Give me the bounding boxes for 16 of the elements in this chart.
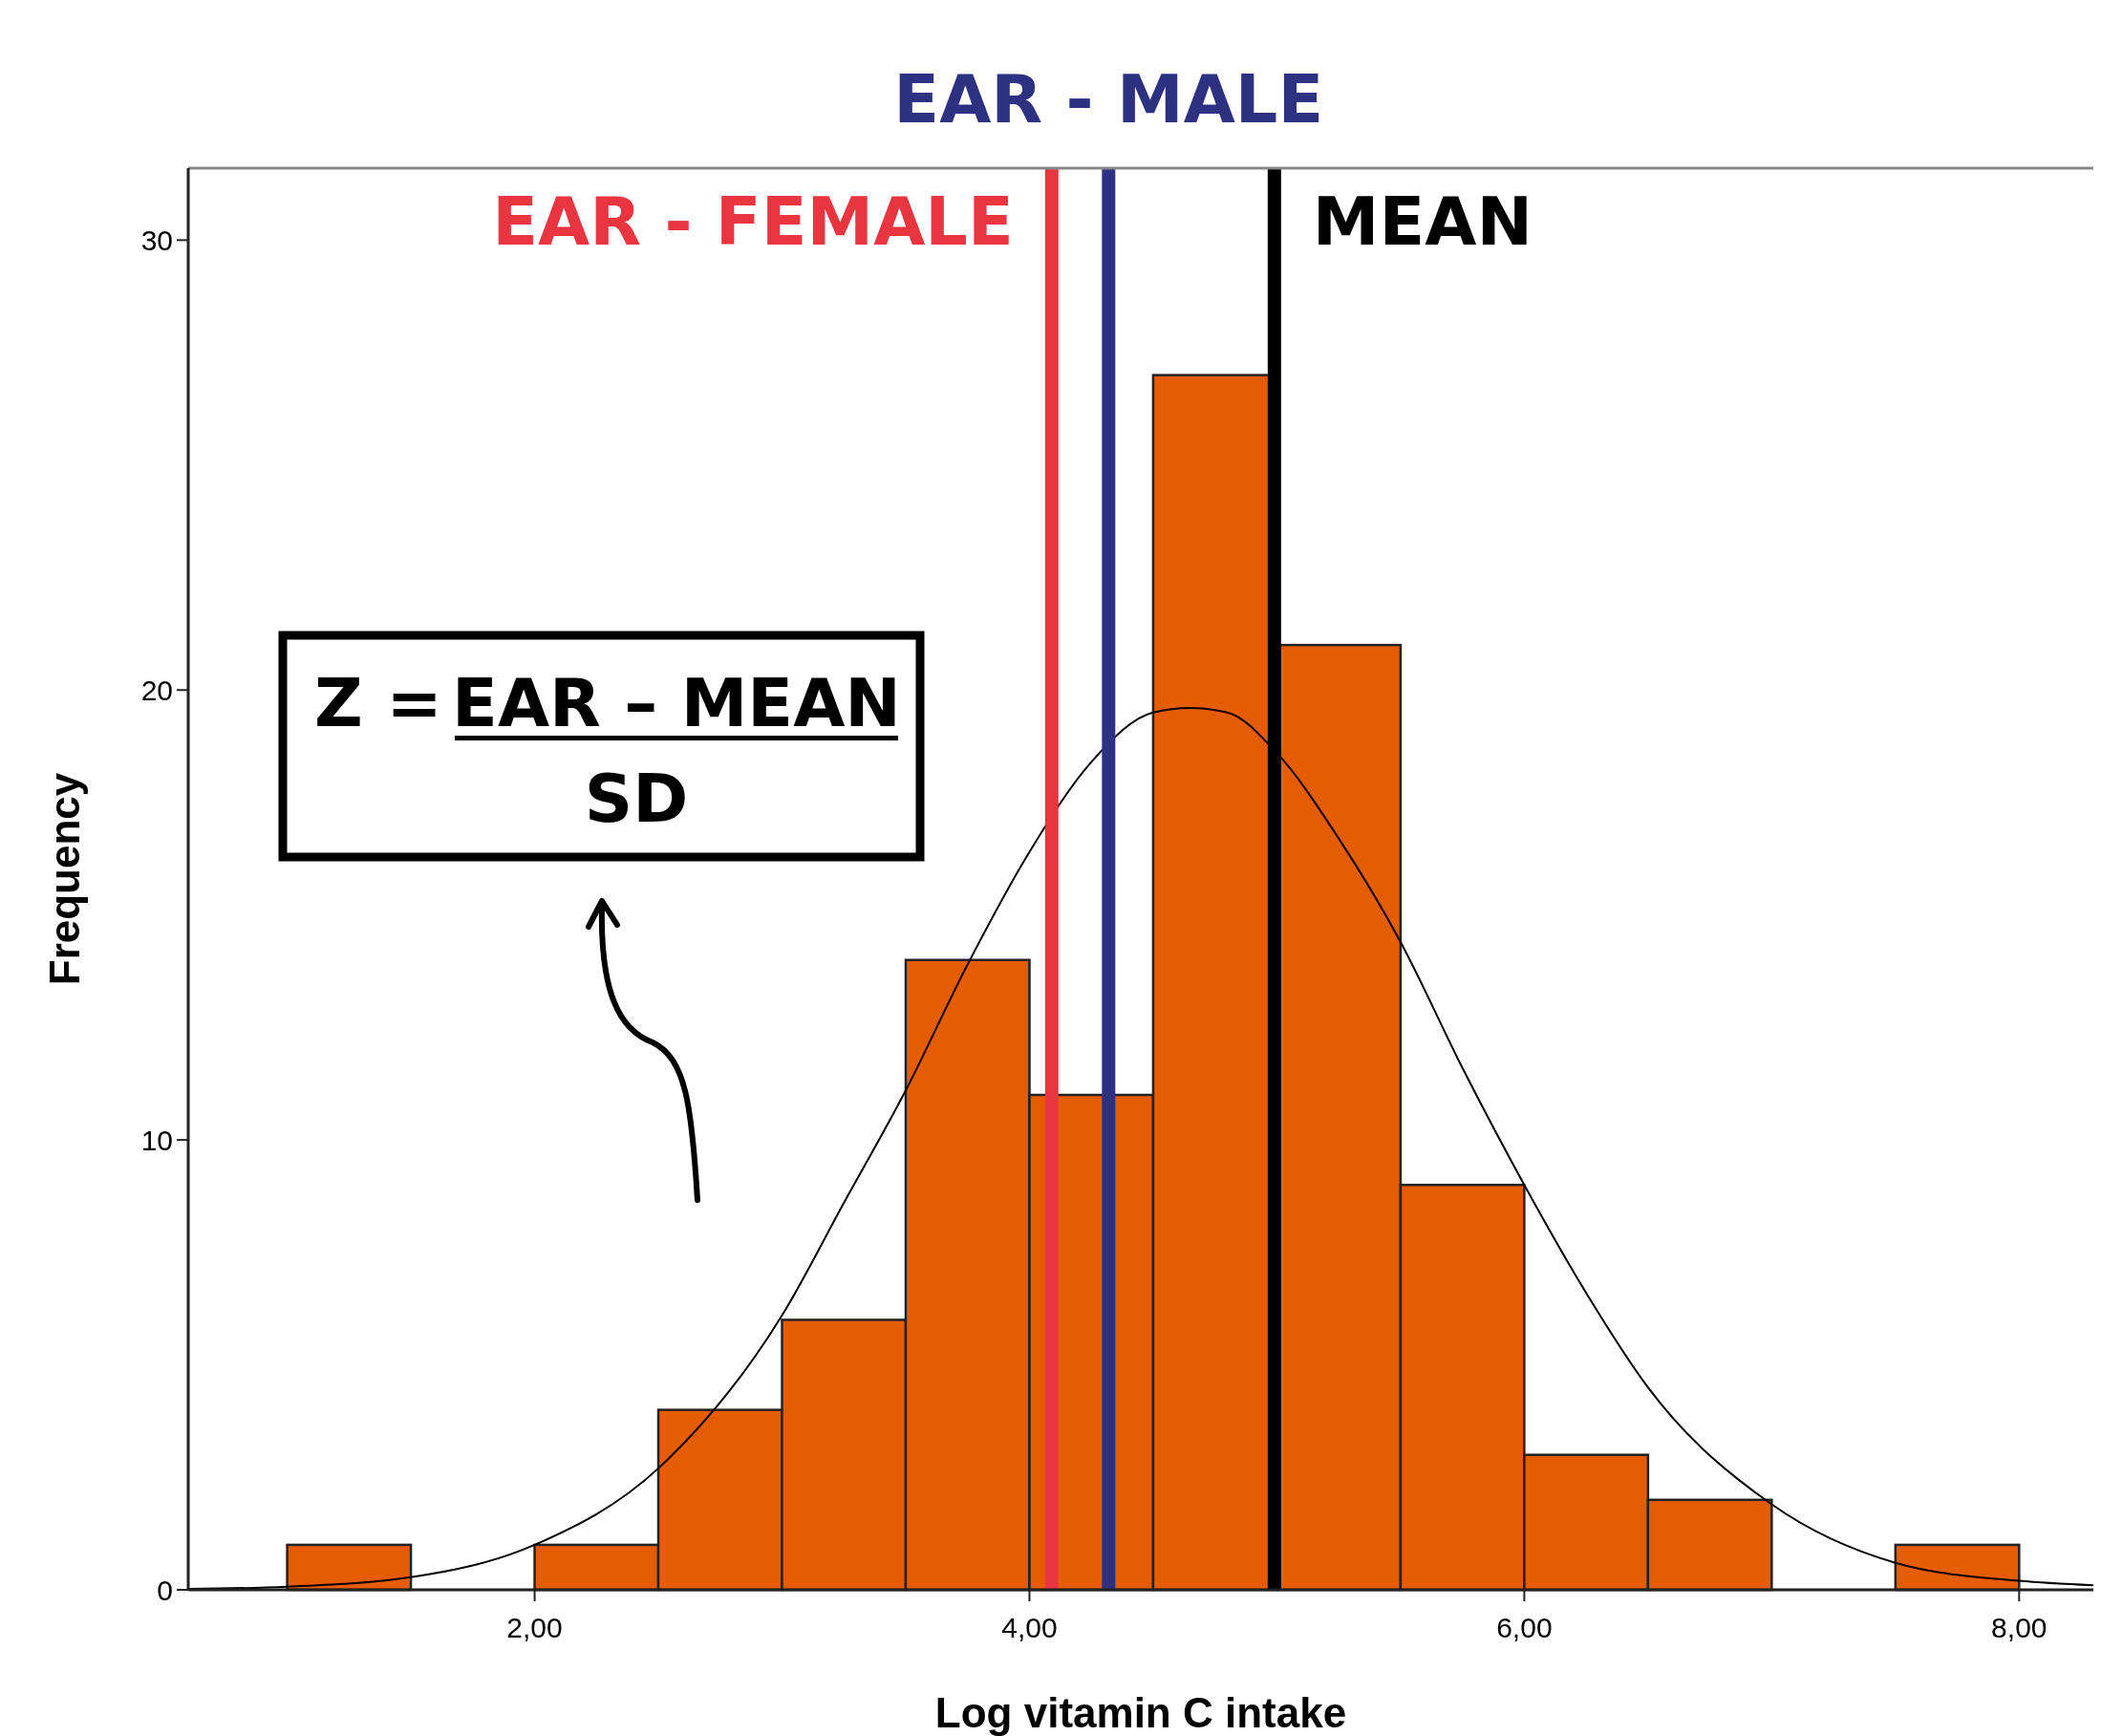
y-tick-label: 0 (157, 1574, 173, 1606)
annotation: EAR – MEAN (452, 664, 901, 742)
annotation: Z = (314, 664, 442, 742)
y-tick-label: 30 (140, 224, 173, 256)
annotation: SD (584, 760, 689, 838)
ref-line-label: MEAN (1312, 182, 1533, 261)
x-tick-label: 4,00 (1001, 1612, 1058, 1643)
y-tick-label: 10 (140, 1124, 173, 1156)
ref-line-label: EAR - MALE (893, 60, 1324, 139)
x-tick-label: 2,00 (506, 1612, 563, 1643)
x-tick-label: 8,00 (1991, 1612, 2047, 1643)
x-axis-title: Log vitamin C intake (934, 1689, 1347, 1736)
ref-line-label: EAR - FEMALE (492, 182, 1014, 261)
x-tick-label: 6,00 (1496, 1612, 1553, 1643)
y-tick-label: 20 (140, 674, 173, 706)
y-axis-title: Frequency (41, 772, 88, 986)
